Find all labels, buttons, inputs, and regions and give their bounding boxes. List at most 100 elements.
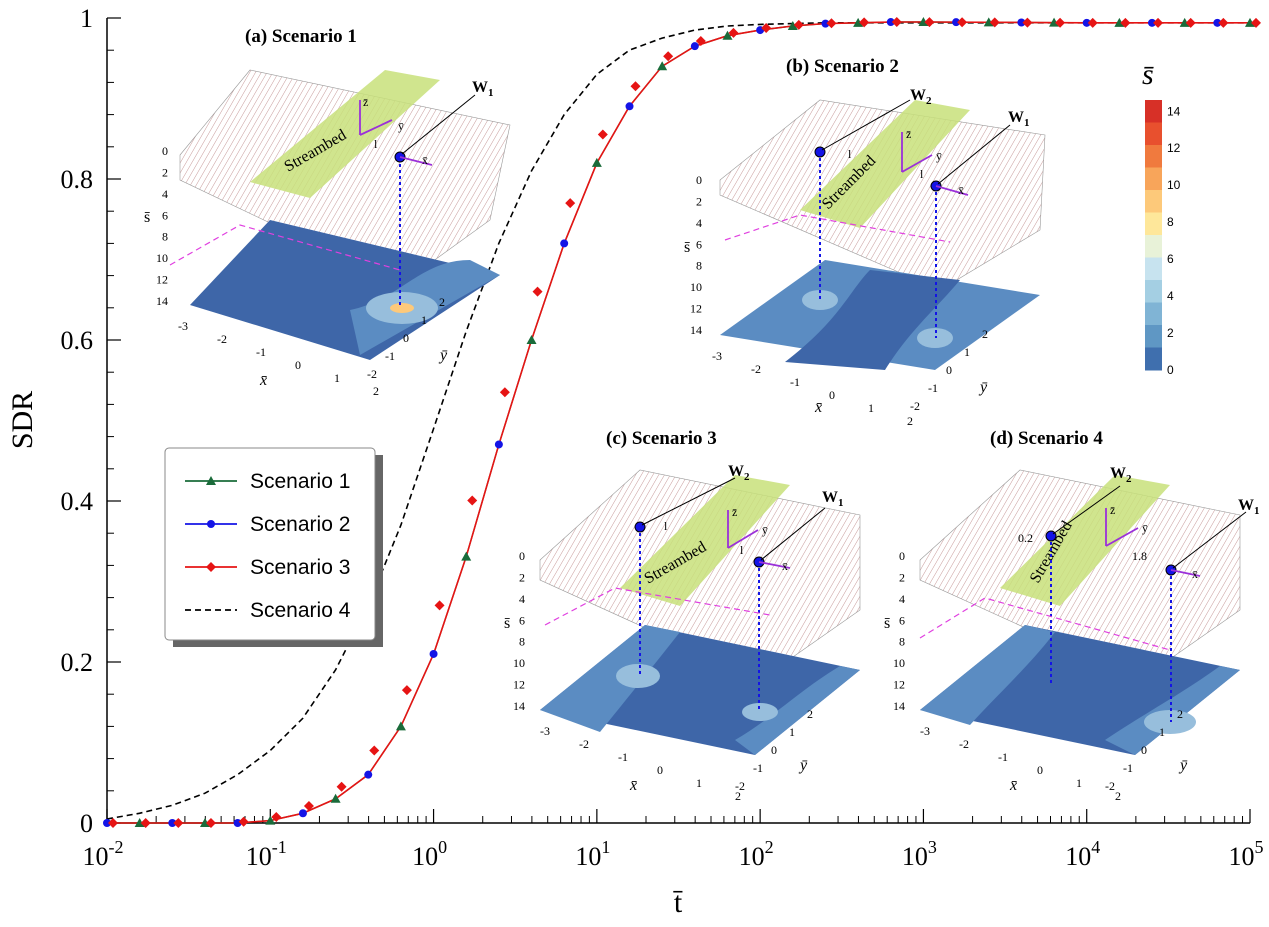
inset-b-dashed-line — [724, 214, 951, 243]
inset-s-tick-label: 12 — [690, 302, 702, 316]
inset-b: Streambed z̄ ȳ x̄ l l s̄ W2 W1 — [684, 87, 1046, 370]
x-tick-label: 105 — [1229, 837, 1264, 871]
series-scenario-2-marker — [429, 649, 438, 658]
series-scenario-1-marker — [722, 30, 733, 40]
inset-x-tick-label: 1 — [334, 371, 340, 385]
series-scenario-3-marker — [303, 801, 314, 812]
colorbar-label: 8 — [1167, 215, 1174, 229]
series-scenario-1-marker — [1245, 17, 1255, 27]
colorbar-swatch — [1145, 122, 1162, 146]
series-scenario-2-marker — [625, 102, 634, 111]
inset-a-x-label: x̄ — [422, 153, 428, 167]
series-scenario-2-marker — [952, 18, 961, 27]
inset-b-y-arrow — [901, 154, 933, 173]
inset-b-well-1-pointer — [937, 124, 1011, 185]
inset-s-tick-label: 12 — [513, 678, 525, 692]
x-tick-label: 103 — [902, 837, 937, 871]
y-tick-label: 0.4 — [61, 487, 94, 516]
inset-d-well-2-label: W2 — [1110, 465, 1132, 485]
inset-a-contour-core — [390, 303, 414, 313]
series-scenario-3-marker — [434, 600, 445, 611]
series-scenario-1-marker — [591, 157, 602, 167]
inset-tick-labels: 02468101214-3-2-1012210-1-2x̄ȳ0246810121… — [156, 144, 1188, 803]
series-scenario-3-marker — [1055, 17, 1066, 28]
inset-c-right-well-ring — [742, 703, 778, 721]
inset-y-tick-label: 2 — [982, 327, 988, 341]
series-scenario-1-marker — [134, 818, 145, 827]
inset-b-z-label: z̄ — [906, 127, 911, 141]
inset-s-tick-label: 0 — [162, 144, 168, 158]
inset-c-s-axis-label: s̄ — [504, 615, 510, 632]
inset-x-tick-label: -1 — [790, 375, 800, 389]
series-scenario-3-marker — [499, 387, 510, 398]
inset-y-tick-label: 1 — [789, 725, 795, 739]
series-scenario-3-marker — [369, 745, 380, 756]
inset-c-distance-right: l — [740, 543, 744, 557]
legend-label-3: Scenario 3 — [250, 556, 350, 579]
inset-b-distance-right: l — [920, 167, 924, 181]
inset-x-tick-label: -3 — [178, 319, 188, 333]
inset-x-tick-label: 2 — [907, 414, 913, 428]
series-scenario-3-marker — [1153, 17, 1164, 28]
colorbar: s̄ 14 12 10 8 6 4 2 0 — [1142, 58, 1181, 377]
inset-d-z-label: z̄ — [1110, 503, 1115, 517]
legend-box — [164, 447, 376, 641]
inset-y-tick-label: 2 — [439, 295, 445, 309]
series-scenario-3-marker — [597, 129, 608, 140]
inset-x-axis-label: x̄ — [259, 372, 267, 389]
colorbar-label: 10 — [1167, 178, 1181, 192]
series-scenario-3-marker — [532, 286, 543, 297]
x-tick-label: 10-2 — [83, 837, 124, 871]
y-tick-label: 0.8 — [61, 165, 94, 194]
inset-s-tick-label: 14 — [513, 699, 525, 713]
colorbar-labels: 14 12 10 8 6 4 2 0 — [1167, 104, 1181, 377]
inset-c-x-arrow — [758, 561, 791, 569]
inset-y-tick-label: -1 — [928, 381, 938, 395]
x-tick-label: 104 — [1065, 837, 1100, 871]
inset-d-contour-left — [920, 625, 1055, 725]
inset-s-tick-label: 2 — [899, 570, 905, 584]
series-scenario-2-marker — [364, 770, 373, 779]
series-scenario-1-marker — [330, 793, 341, 803]
inset-s-tick-label: 8 — [519, 635, 525, 649]
colorbar-swatch — [1145, 100, 1162, 123]
colorbar-swatch — [1145, 280, 1162, 303]
inset-s-tick-label: 2 — [162, 165, 168, 179]
inset-c-well-1-label: W1 — [822, 489, 844, 509]
inset-s-tick-label: 10 — [690, 280, 702, 294]
inset-s-tick-label: 2 — [696, 194, 702, 208]
series-scenario-3-marker — [565, 198, 576, 209]
y-axis-title: SDR — [6, 391, 39, 449]
inset-s-tick-label: 8 — [899, 635, 905, 649]
series-scenario-3-marker — [761, 23, 772, 34]
inset-s-tick-label: 0 — [519, 549, 525, 563]
series-layer — [103, 17, 1261, 828]
series-scenario-2-marker — [560, 239, 569, 248]
colorbar-swatch — [1145, 257, 1162, 281]
series-scenario-1-marker — [265, 815, 276, 825]
series-scenario-3-marker — [108, 818, 118, 828]
colorbar-swatch — [1145, 167, 1162, 191]
colorbar-label: 4 — [1167, 289, 1174, 303]
colorbar-label: 6 — [1167, 252, 1174, 266]
series-scenario-1-marker — [1049, 17, 1060, 27]
inset-y-tick-label: 1 — [1159, 725, 1165, 739]
series-scenario-2-marker — [821, 19, 830, 28]
inset-y-axis-label: ȳ — [798, 757, 808, 774]
inset-s-tick-label: 4 — [162, 187, 168, 201]
inset-y-axis-label: ȳ — [1178, 757, 1188, 774]
series-scenario-3-marker — [695, 35, 706, 46]
inset-c-dashed-line — [544, 587, 771, 626]
series-scenario-3-marker — [957, 17, 968, 28]
inset-d-x-arrow — [1170, 569, 1201, 577]
inset-c-well-2-label: W2 — [728, 463, 750, 483]
inset-b-x-label: x̄ — [958, 183, 964, 197]
colorbar-title: s̄ — [1142, 58, 1154, 91]
inset-s-tick-label: 2 — [519, 570, 525, 584]
inset-y-axis-label: ȳ — [978, 379, 988, 396]
colorbar-label: 0 — [1167, 363, 1174, 377]
inset-a-y-arrow — [359, 119, 393, 136]
inset-c-left-well-ring — [616, 664, 660, 688]
inset-b-left-well-ring — [802, 290, 838, 310]
